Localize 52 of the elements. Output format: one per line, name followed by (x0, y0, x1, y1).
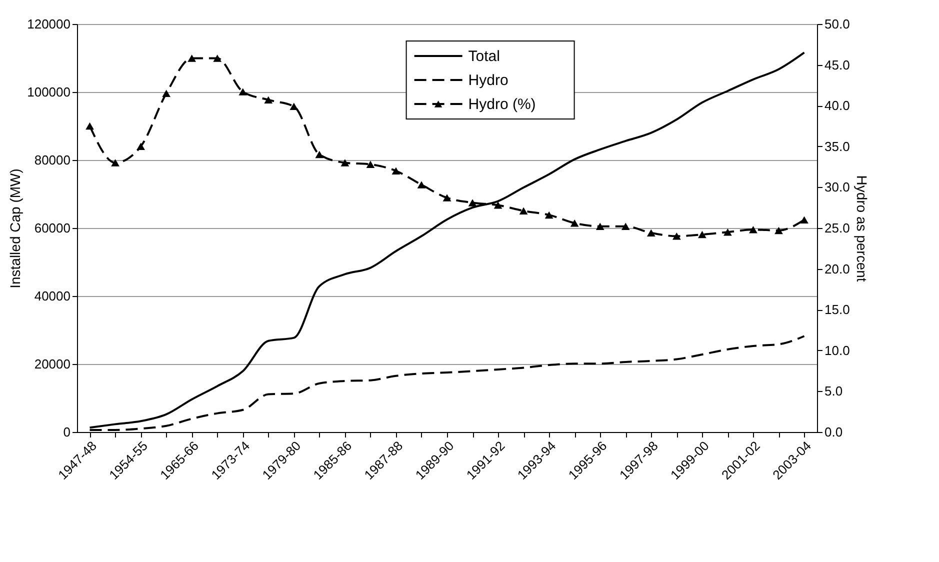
point (621, 222, 630, 230)
point (774, 226, 783, 234)
y2-tick-label: 5.0 (824, 384, 843, 399)
legend-label: Hydro (468, 72, 508, 89)
point (315, 150, 324, 158)
legend-label: Total (468, 48, 500, 65)
point (544, 211, 554, 219)
point (392, 167, 400, 175)
point (596, 222, 604, 230)
y-tick-label: 20000 (34, 356, 70, 372)
point (570, 219, 579, 227)
point (340, 159, 350, 166)
point (238, 88, 248, 96)
point (519, 207, 528, 214)
y2-tick-label: 25.0 (824, 220, 850, 236)
point (136, 142, 145, 150)
y-tick-label: 60000 (34, 220, 70, 236)
y-tick-label: 120000 (27, 16, 70, 32)
point (698, 230, 706, 238)
point (264, 96, 273, 104)
point (213, 54, 222, 62)
y2-tick-label: 40.0 (824, 98, 850, 114)
y-tick-label: 0 (63, 424, 70, 440)
y-tick-label: 80000 (34, 152, 70, 168)
point (494, 202, 502, 209)
point (724, 228, 732, 236)
y2-tick-label: 0.0 (824, 424, 843, 440)
point (86, 122, 94, 130)
y-tick-label: 40000 (34, 288, 70, 304)
y-tick-label: 100000 (27, 84, 70, 100)
point (162, 90, 170, 97)
point (800, 216, 808, 224)
y2-tick-label: 20.0 (824, 261, 850, 276)
point (417, 181, 426, 188)
y2-tick-label: 10.0 (824, 342, 850, 358)
y2-tick-label: 35.0 (824, 138, 850, 154)
legend-label: Hydro (%) (468, 96, 536, 113)
y2-axis-title: Hydro as percent (854, 175, 870, 282)
point (646, 229, 656, 237)
y2-tick-label: 15.0 (824, 302, 850, 318)
point (468, 199, 477, 206)
point (442, 194, 452, 202)
point (111, 159, 120, 166)
point (672, 232, 681, 240)
point (290, 102, 298, 110)
point (188, 54, 196, 62)
y2-tick-label: 45.0 (824, 57, 850, 72)
point (749, 226, 758, 234)
y2-tick-label: 50.0 (824, 16, 850, 32)
point (366, 160, 375, 168)
y-axis-title: Installed Cap (MW) (7, 168, 24, 288)
y2-tick-label: 30.0 (824, 180, 850, 195)
